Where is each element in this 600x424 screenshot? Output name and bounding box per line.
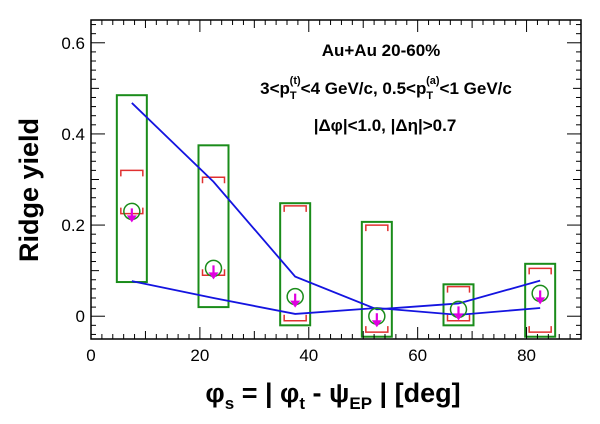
annot-pt-d-sub: T (426, 90, 433, 102)
x-axis-title-mid2: - ψ (305, 378, 349, 408)
limit-arrow-head-1 (208, 272, 219, 280)
y-tick-label: 0.4 (61, 125, 85, 144)
limit-arrow-head-0 (126, 215, 137, 223)
y-tick-label: 0.6 (61, 34, 85, 53)
band-line-0 (131, 102, 541, 311)
bracket-bottom-3 (365, 326, 389, 333)
bracket-top-4 (446, 285, 471, 293)
bracket-bottom-5 (528, 326, 552, 333)
bracket-top-3 (365, 224, 389, 232)
annot-pt-c: <4 GeV/c, 0.5<p (301, 79, 427, 98)
x-axis-title-tail: | [deg] (372, 378, 461, 408)
x-tick-label: 0 (86, 346, 95, 365)
sys-box-2 (279, 202, 312, 327)
y-tick-label: 0.2 (61, 216, 85, 235)
limit-arrow-head-4 (453, 313, 464, 321)
annotation-pt-range: 3<pT(t)<4 GeV/c, 0.5<pT(a)<1 GeV/c (260, 75, 512, 102)
x-tick-label: 40 (299, 346, 318, 365)
bracket-top-5 (528, 267, 552, 275)
bracket-top-1 (201, 176, 226, 184)
x-axis-title-sub-ep: EP (349, 394, 372, 413)
annot-pt-a: 3<p (260, 79, 290, 98)
annotation-cuts: |Δφ|<1.0, |Δη|>0.7 (314, 116, 457, 135)
x-axis-title-sub-s: s (225, 394, 234, 413)
bracket-top-0 (120, 169, 144, 177)
bracket-bottom-2 (283, 314, 307, 322)
x-tick-label: 20 (190, 346, 209, 365)
x-axis-title-phi: φ (205, 378, 224, 408)
x-axis-title-mid: = | φ (234, 378, 299, 408)
axes: 0 20 40 60 80 0 0.2 0.4 0.6 (61, 19, 582, 365)
annot-pt-d-sup: (a) (426, 75, 440, 87)
x-tick-label: 60 (408, 346, 427, 365)
limit-arrow-head-2 (290, 300, 301, 308)
plot-frame (90, 19, 582, 340)
band-line-1 (131, 280, 541, 316)
limit-arrow-head-3 (371, 320, 382, 328)
y-tick-label: 0 (76, 307, 85, 326)
bracket-top-2 (283, 205, 307, 212)
y-axis-title: Ridge yield (14, 118, 44, 262)
x-tick-label: 80 (517, 346, 536, 365)
limit-arrow-head-5 (535, 297, 546, 305)
sys-box-5 (524, 262, 557, 338)
bracket-bottom-4 (446, 314, 471, 322)
sys-box-3 (360, 220, 393, 338)
x-axis-title: φs = | φt - ψEP | [deg] (205, 378, 460, 413)
annot-pt-e: <1 GeV/c (440, 79, 512, 98)
sys-box-1 (197, 144, 230, 309)
plot-area (115, 94, 557, 338)
annotation-centrality: Au+Au 20-60% (322, 41, 441, 60)
x-axis-title-sub-t: t (299, 394, 305, 413)
sys-box-0 (115, 94, 148, 284)
annot-pt-b-sub: T (290, 90, 297, 102)
annot-pt-b-sup: (t) (290, 75, 301, 87)
